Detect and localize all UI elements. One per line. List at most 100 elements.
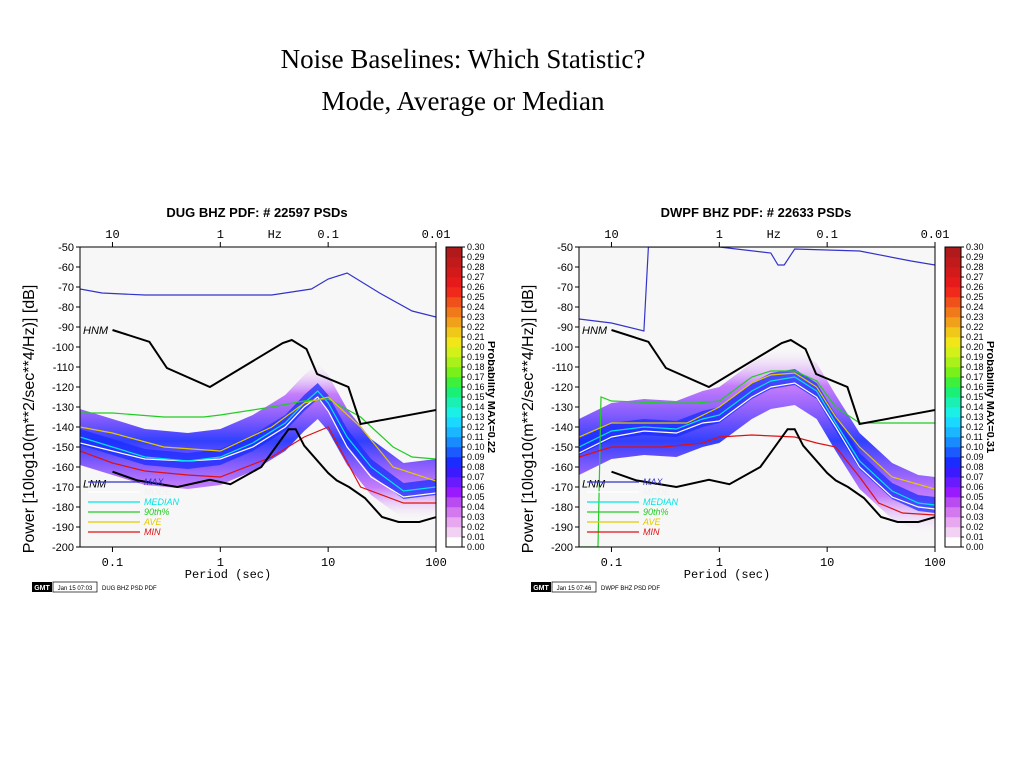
colorbar-cell (945, 537, 961, 548)
y-tick-label: -150 (52, 442, 74, 454)
y-tick-label: -190 (52, 522, 74, 534)
colorbar-cell (945, 527, 961, 538)
legend-label: MODE (144, 487, 172, 497)
legend-label: MAX (144, 477, 165, 487)
colorbar-tick-label: 0.10 (966, 442, 984, 452)
footer-date-box (551, 581, 597, 593)
psd-pdf-panel-dug: DUG BHZ PDF: # 22597 PSDs -50 -60 -70 -80 -90… (20, 195, 495, 600)
x-tick-label: 0.1 (102, 556, 124, 570)
colorbar-cell (945, 317, 961, 328)
top-tick-label: 0.01 (921, 228, 950, 242)
y-tick-label: -120 (551, 382, 573, 394)
colorbar-cell (945, 357, 961, 368)
chart-title: DUG BHZ PDF: # 22597 PSDs (166, 205, 347, 220)
y-tick-label: -200 (52, 542, 74, 554)
colorbar-cell (446, 527, 462, 538)
lnm-label: LNM (83, 479, 107, 491)
plot-frame (79, 246, 437, 548)
colorbar-cell (945, 297, 961, 308)
colorbar-cell (446, 417, 462, 428)
colorbar-cell (446, 327, 462, 338)
y-tick-label: -50 (58, 242, 74, 254)
colorbar-tick-label: 0.13 (467, 412, 485, 422)
colorbar-tick-label: 0.12 (467, 422, 485, 432)
colorbar-tick-label: 0.18 (467, 362, 485, 372)
colorbar-cell (446, 407, 462, 418)
colorbar-cell (446, 467, 462, 478)
colorbar-cell (945, 437, 961, 448)
colorbar-cell (446, 447, 462, 458)
series-line-lnm (611, 428, 935, 523)
colorbar-cell (945, 337, 961, 348)
colorbar-tick-label: 0.09 (966, 452, 984, 462)
y-tick-label: -180 (52, 502, 74, 514)
colorbar-cell (945, 257, 961, 268)
colorbar-cell (945, 397, 961, 408)
colorbar-cell (446, 387, 462, 398)
colorbar-cell (446, 367, 462, 378)
colorbar-cell (446, 247, 462, 258)
colorbar-cell (446, 427, 462, 438)
y-tick-label: -70 (557, 282, 573, 294)
colorbar-cell (446, 457, 462, 468)
colorbar-cell (945, 457, 961, 468)
y-tick-label: -190 (551, 522, 573, 534)
footer-date: Jan 15 07:03 (58, 586, 93, 592)
psd-pdf-chart-dug: DUG BHZ PDF: # 22597 PSDs -50 -60 -70 -80 -90… (21, 205, 495, 593)
x-axis-label: Period (sec) (185, 568, 271, 582)
colorbar-tick-label: 0.19 (467, 352, 485, 362)
colorbar-cell (446, 357, 462, 368)
top-tick-label: 0.1 (317, 228, 339, 242)
y-tick-label: -180 (551, 502, 573, 514)
top-tick-label: 0.01 (422, 228, 451, 242)
legend-label: 90th% (643, 507, 669, 517)
top-axis-label: Hz (767, 228, 781, 242)
y-axis-label: Power [10log10(m**2/sec**4/Hz)] [dB] (520, 285, 537, 554)
top-tick-label: 1 (716, 228, 723, 242)
colorbar-tick-label: 0.13 (966, 412, 984, 422)
legend-label: AVE (143, 517, 163, 527)
colorbar-cell (446, 377, 462, 388)
x-tick-label: 10 (820, 556, 834, 570)
y-tick-label: -130 (52, 402, 74, 414)
colorbar-label: Probability MAX=0.22 (485, 341, 495, 453)
colorbar-tick-label: 0.07 (966, 472, 984, 482)
colorbar-tick-label: 0.12 (966, 422, 984, 432)
colorbar-cell (446, 397, 462, 408)
legend-label: MODE (643, 487, 671, 497)
lnm-label: LNM (582, 479, 606, 491)
colorbar-cell (446, 497, 462, 508)
hnm-label: HNM (582, 325, 608, 337)
x-axis-label: Period (sec) (684, 568, 770, 582)
colorbar-cell (945, 467, 961, 478)
colorbar-tick-label: 0.17 (467, 372, 485, 382)
colorbar-tick-label: 0.06 (467, 482, 485, 492)
colorbar-tick-label: 0.22 (467, 322, 485, 332)
colorbar-tick-label: 0.14 (467, 402, 485, 412)
colorbar-tick-label: 0.01 (966, 532, 984, 542)
colorbar-tick-label: 0.21 (966, 332, 984, 342)
y-tick-label: -90 (58, 322, 74, 334)
y-tick-label: -60 (557, 262, 573, 274)
colorbar-tick-label: 0.29 (966, 252, 984, 262)
colorbar-tick-label: 0.25 (467, 292, 485, 302)
y-tick-label: -140 (52, 422, 74, 434)
top-tick-label: 10 (604, 228, 618, 242)
top-tick-label: 1 (217, 228, 224, 242)
colorbar-tick-label: 0.06 (966, 482, 984, 492)
series-line-ave (80, 396, 436, 482)
colorbar-cell (945, 277, 961, 288)
colorbar-tick-label: 0.26 (467, 282, 485, 292)
series-line-median (579, 376, 935, 506)
colorbar-tick-label: 0.04 (966, 502, 984, 512)
series-line-hnm (611, 329, 935, 426)
x-tick-label: 10 (321, 556, 335, 570)
plot-frame (578, 246, 936, 548)
colorbar-cell (446, 297, 462, 308)
colorbar-cell (945, 477, 961, 488)
colorbar-cell (945, 427, 961, 438)
slide-title-line-1: Noise Baselines: Which Statistic? (280, 44, 646, 74)
gmt-badge-text: GMT (34, 585, 50, 592)
series-line-min (579, 434, 935, 516)
colorbar-tick-label: 0.24 (467, 302, 485, 312)
